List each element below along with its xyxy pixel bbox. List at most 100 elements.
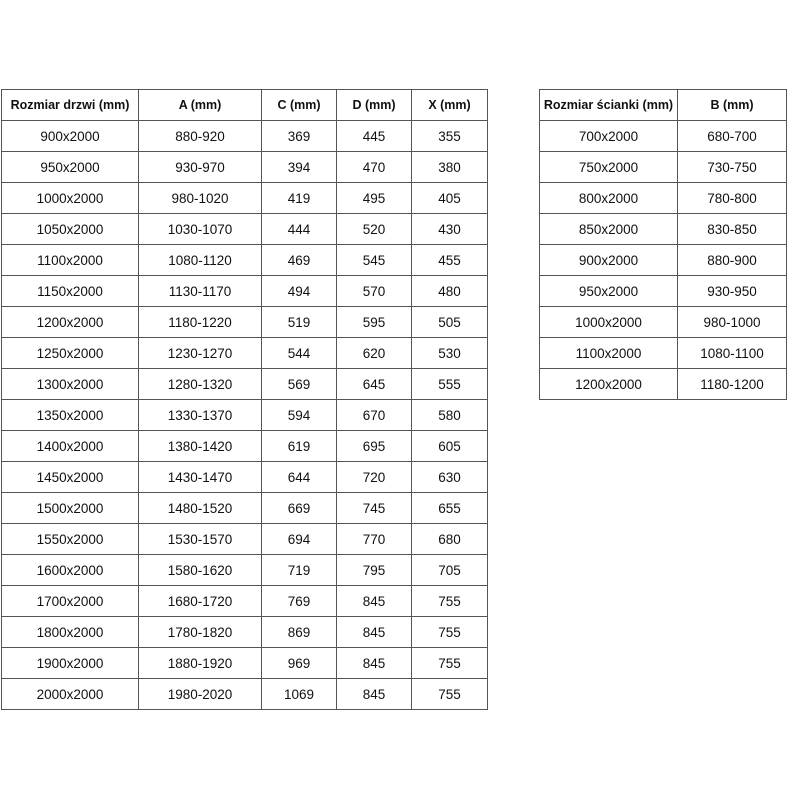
table-cell: 1900x2000 (1, 647, 139, 679)
table-cell: 755 (411, 616, 488, 648)
table-cell: 619 (261, 430, 337, 462)
table-cell: 594 (261, 399, 337, 431)
table-cell: 1580-1620 (138, 554, 262, 586)
table-row: 1150x2000 1130-1170 494 570 480 (1, 275, 488, 307)
table-cell: 680-700 (677, 120, 787, 152)
table-cell: 570 (336, 275, 412, 307)
table-cell: 519 (261, 306, 337, 338)
table-cell: 1000x2000 (1, 182, 139, 214)
table-cell: 555 (411, 368, 488, 400)
table-cell: 605 (411, 430, 488, 462)
table-cell: 969 (261, 647, 337, 679)
door-sizes-table: Rozmiar drzwi (mm) A (mm) C (mm) D (mm) X (m… (1, 89, 488, 710)
table-cell: 1130-1170 (138, 275, 262, 307)
table-cell: 545 (336, 244, 412, 276)
table-cell: 1280-1320 (138, 368, 262, 400)
table-cell: 800x2000 (539, 182, 678, 214)
table-cell: 469 (261, 244, 337, 276)
table-cell: 1550x2000 (1, 523, 139, 555)
table-cell: 1350x2000 (1, 399, 139, 431)
table-row: 1000x2000 980-1020 419 495 405 (1, 182, 488, 214)
table-cell: 695 (336, 430, 412, 462)
table-row: 1100x2000 1080-1120 469 545 455 (1, 244, 488, 276)
table-cell: 900x2000 (539, 244, 678, 276)
table-cell: 455 (411, 244, 488, 276)
table-cell: 795 (336, 554, 412, 586)
table-cell: 755 (411, 678, 488, 710)
table-cell: 705 (411, 554, 488, 586)
table-cell: 480 (411, 275, 488, 307)
table-row: 2000x2000 1980-2020 1069 845 755 (1, 678, 488, 710)
table-cell: 1680-1720 (138, 585, 262, 617)
table-cell: 645 (336, 368, 412, 400)
table-cell: 1330-1370 (138, 399, 262, 431)
table-row: 1600x2000 1580-1620 719 795 705 (1, 554, 488, 586)
table-cell: 830-850 (677, 213, 787, 245)
header-row: Rozmiar drzwi (mm) A (mm) C (mm) D (mm) X (m… (1, 89, 488, 121)
table-cell: 950x2000 (539, 275, 678, 307)
table-cell: 520 (336, 213, 412, 245)
table-row: 1800x2000 1780-1820 869 845 755 (1, 616, 488, 648)
table-cell: 755 (411, 647, 488, 679)
table-cell: 700x2000 (539, 120, 678, 152)
header-row: Rozmiar ścianki (mm) B (mm) (539, 89, 787, 121)
column-header: Rozmiar drzwi (mm) (1, 89, 139, 121)
table-cell: 694 (261, 523, 337, 555)
table-row: 950x2000 930-970 394 470 380 (1, 151, 488, 183)
table-cell: 1430-1470 (138, 461, 262, 493)
table-cell: 845 (336, 585, 412, 617)
table-cell: 430 (411, 213, 488, 245)
table-cell: 1800x2000 (1, 616, 139, 648)
table-row: 1300x2000 1280-1320 569 645 555 (1, 368, 488, 400)
table-cell: 1400x2000 (1, 430, 139, 462)
table-row: 1400x2000 1380-1420 619 695 605 (1, 430, 488, 462)
table-cell: 1200x2000 (1, 306, 139, 338)
table-cell: 405 (411, 182, 488, 214)
table-cell: 569 (261, 368, 337, 400)
table-cell: 644 (261, 461, 337, 493)
table-cell: 1050x2000 (1, 213, 139, 245)
table-row: 1550x2000 1530-1570 694 770 680 (1, 523, 488, 555)
table-cell: 930-950 (677, 275, 787, 307)
table-cell: 1200x2000 (539, 368, 678, 400)
table-cell: 1080-1100 (677, 337, 787, 369)
table-cell: 1450x2000 (1, 461, 139, 493)
table-cell: 530 (411, 337, 488, 369)
table-cell: 380 (411, 151, 488, 183)
table-row: 900x2000 880-920 369 445 355 (1, 120, 488, 152)
table-cell: 444 (261, 213, 337, 245)
table-cell: 845 (336, 678, 412, 710)
table-cell: 1180-1200 (677, 368, 787, 400)
column-header: X (mm) (411, 89, 488, 121)
table-cell: 369 (261, 120, 337, 152)
column-header: C (mm) (261, 89, 337, 121)
table-row: 950x2000 930-950 (539, 275, 787, 307)
table-cell: 470 (336, 151, 412, 183)
table-cell: 1880-1920 (138, 647, 262, 679)
table-cell: 670 (336, 399, 412, 431)
table-cell: 394 (261, 151, 337, 183)
column-header: A (mm) (138, 89, 262, 121)
table-cell: 755 (411, 585, 488, 617)
table-cell: 620 (336, 337, 412, 369)
table-row: 1700x2000 1680-1720 769 845 755 (1, 585, 488, 617)
table-cell: 1000x2000 (539, 306, 678, 338)
table-row: 900x2000 880-900 (539, 244, 787, 276)
table-cell: 1500x2000 (1, 492, 139, 524)
table-cell: 355 (411, 120, 488, 152)
table-cell: 419 (261, 182, 337, 214)
table-cell: 495 (336, 182, 412, 214)
table-cell: 980-1000 (677, 306, 787, 338)
table-cell: 845 (336, 647, 412, 679)
table-cell: 980-1020 (138, 182, 262, 214)
column-header: D (mm) (336, 89, 412, 121)
table-row: 800x2000 780-800 (539, 182, 787, 214)
table-cell: 880-920 (138, 120, 262, 152)
table-cell: 1150x2000 (1, 275, 139, 307)
table-row: 700x2000 680-700 (539, 120, 787, 152)
table-cell: 445 (336, 120, 412, 152)
table-cell: 1030-1070 (138, 213, 262, 245)
table-cell: 880-900 (677, 244, 787, 276)
table-cell: 494 (261, 275, 337, 307)
column-header: Rozmiar ścianki (mm) (539, 89, 678, 121)
